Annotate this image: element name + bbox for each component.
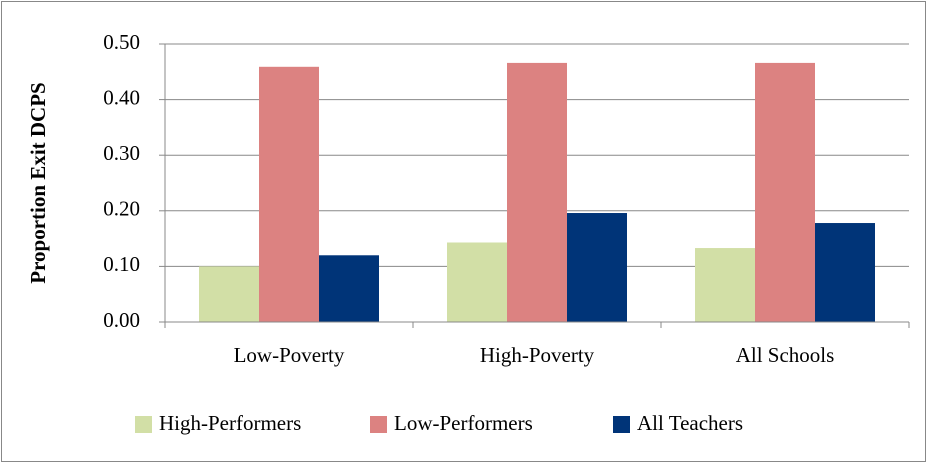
- bar: [259, 66, 319, 323]
- legend-label: All Teachers: [637, 411, 743, 435]
- x-tick-label: Low-Poverty: [234, 343, 345, 367]
- legend-label: High-Performers: [159, 411, 301, 435]
- x-tick-label: All Schools: [736, 343, 835, 367]
- y-tick-label: 0.30: [103, 141, 140, 165]
- y-tick-label: 0.00: [103, 308, 140, 332]
- bar: [319, 255, 379, 322]
- bar: [567, 213, 627, 322]
- x-tick-label: High-Poverty: [480, 343, 595, 367]
- bar: [199, 266, 259, 322]
- bar: [695, 248, 755, 322]
- y-tick-label: 0.50: [103, 30, 140, 54]
- y-tick-label: 0.40: [103, 85, 140, 109]
- legend-swatch: [135, 416, 152, 433]
- bar: [755, 62, 815, 323]
- y-axis-label: Proportion Exit DCPS: [26, 82, 50, 283]
- y-tick-label: 0.20: [103, 197, 140, 221]
- bar: [507, 62, 567, 323]
- bar: [447, 242, 507, 322]
- legend-label: Low-Performers: [394, 411, 533, 435]
- bar: [815, 223, 875, 322]
- y-tick-label: 0.10: [103, 252, 140, 276]
- legend-swatch: [370, 416, 387, 433]
- legend-swatch: [613, 416, 630, 433]
